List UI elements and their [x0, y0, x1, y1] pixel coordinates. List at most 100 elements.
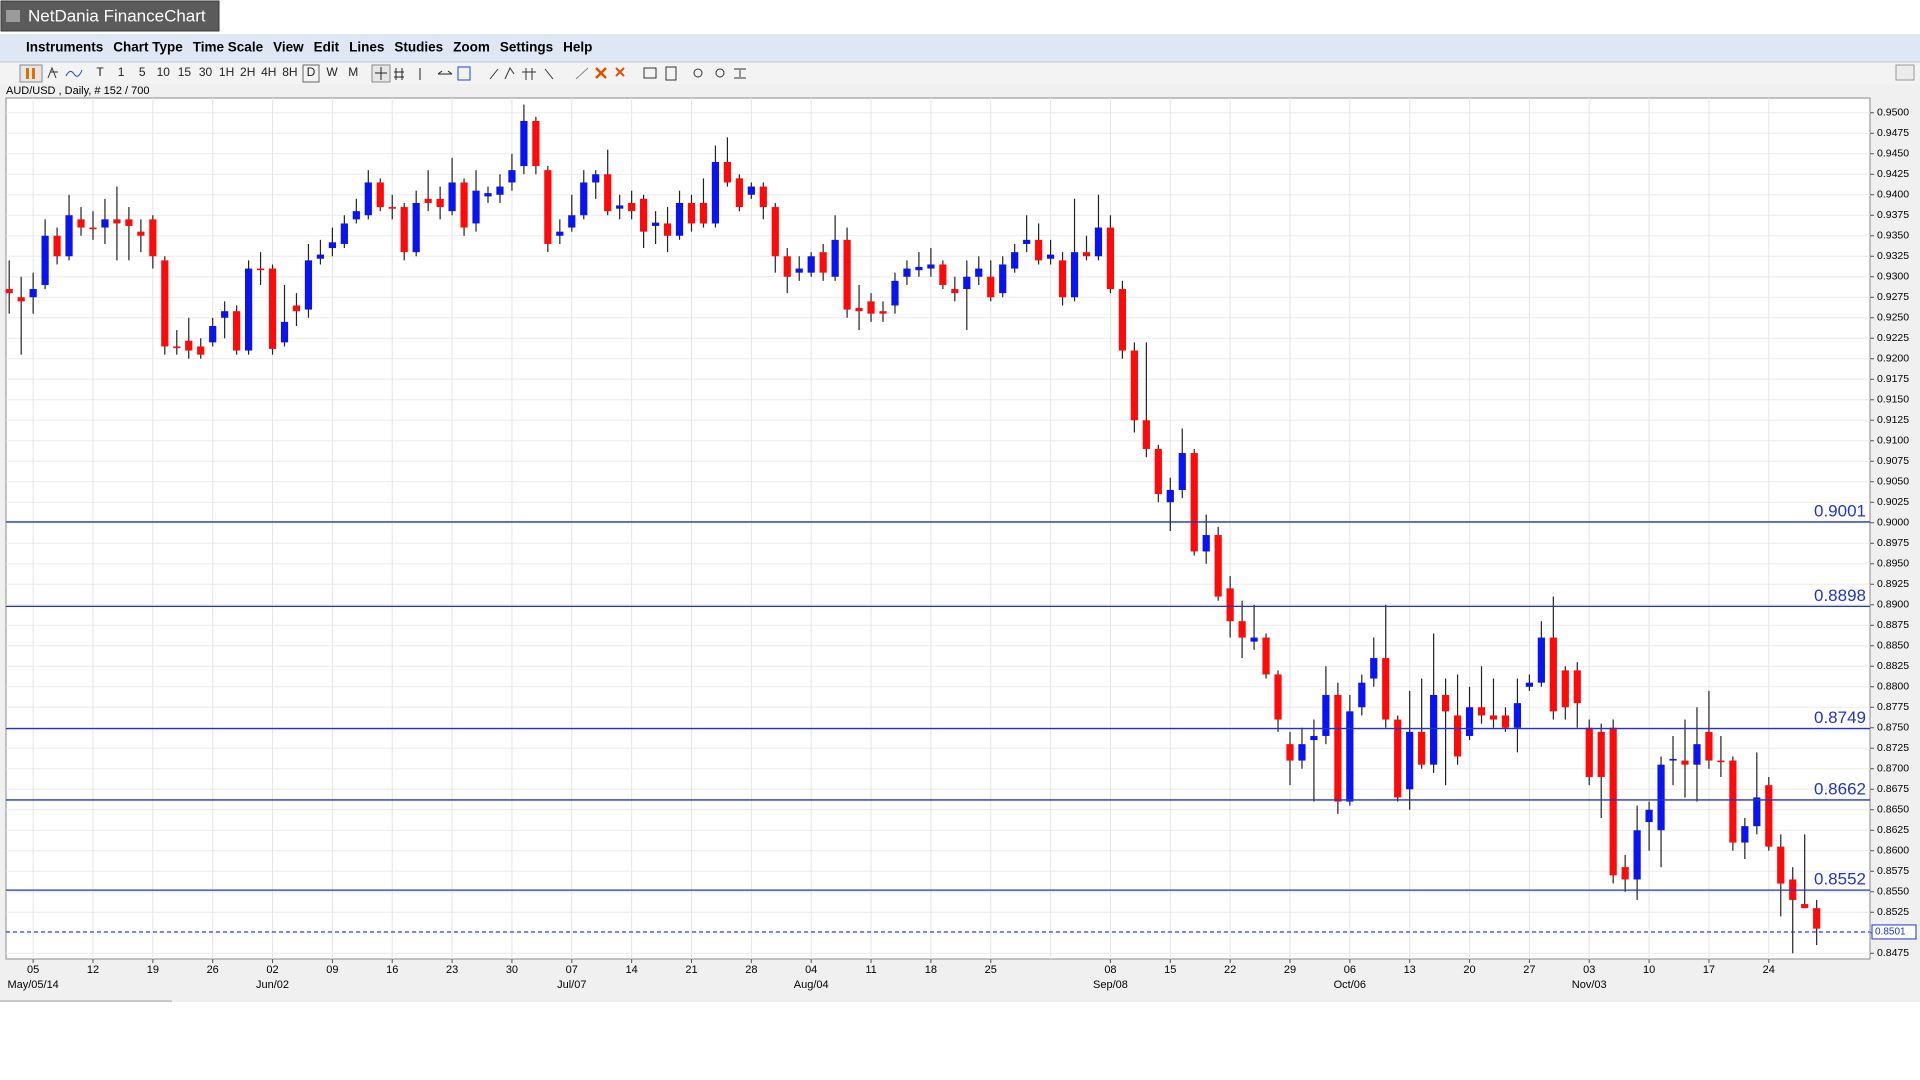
- tool-delete[interactable]: [595, 67, 607, 79]
- candle-body: [1442, 694, 1450, 712]
- menu-item[interactable]: Edit: [314, 40, 340, 55]
- candle-body: [376, 182, 384, 208]
- candle-body: [951, 289, 959, 294]
- candle-body: [496, 186, 504, 195]
- x-tick-label: 13: [1404, 964, 1416, 976]
- candle-body: [1633, 830, 1641, 880]
- tool-delete-all[interactable]: [615, 67, 625, 77]
- x-tick-label: 16: [386, 964, 398, 976]
- interval-button[interactable]: D: [307, 65, 316, 79]
- x-tick-label: 21: [685, 964, 697, 976]
- tool-draw[interactable]: [489, 66, 554, 80]
- tool-icon: [26, 68, 29, 79]
- x-tick-label: 19: [147, 964, 159, 976]
- candle-body: [508, 170, 516, 183]
- x-tick-label: 02: [266, 964, 278, 976]
- interval-button[interactable]: T: [96, 65, 104, 79]
- scrollbar[interactable]: [0, 1000, 172, 1002]
- candle-body: [1609, 727, 1617, 876]
- candle-body: [328, 242, 336, 249]
- tool-grid[interactable]: [394, 68, 404, 80]
- y-tick-label: 0.9075: [1877, 455, 1909, 467]
- candle-body: [1011, 252, 1019, 269]
- y-tick-label: 0.8475: [1877, 947, 1909, 959]
- y-tick-label: 0.8700: [1877, 763, 1909, 775]
- interval-button[interactable]: 8H: [282, 65, 297, 79]
- tool-bars[interactable]: [47, 66, 58, 79]
- candle-body: [532, 120, 540, 167]
- tool-trend[interactable]: [575, 67, 589, 80]
- candle-body: [1741, 826, 1749, 843]
- candle-body: [1178, 453, 1186, 490]
- candle-body: [735, 178, 743, 208]
- candle-body: [771, 207, 779, 257]
- candle-body: [1621, 867, 1629, 880]
- menu-item[interactable]: Chart Type: [113, 40, 183, 55]
- candle-body: [1023, 239, 1031, 244]
- menu-item[interactable]: Studies: [394, 40, 443, 55]
- x-tick-label: 05: [27, 964, 39, 976]
- candle-body: [1394, 719, 1402, 798]
- candle-body: [304, 260, 313, 310]
- candle-body: [963, 276, 971, 290]
- x-tick-label: 30: [506, 964, 518, 976]
- y-tick-label: 0.8875: [1877, 619, 1909, 631]
- tool-scroll[interactable]: [437, 70, 453, 75]
- tool-print[interactable]: [643, 67, 657, 79]
- y-tick-label: 0.9250: [1877, 312, 1909, 324]
- candle-body: [687, 202, 696, 224]
- interval-button[interactable]: 10: [157, 65, 171, 79]
- menu-item[interactable]: Time Scale: [193, 40, 264, 55]
- y-tick-label: 0.9475: [1877, 127, 1909, 139]
- interval-button[interactable]: 1H: [219, 65, 234, 79]
- tool-zoom-in[interactable]: [693, 68, 703, 78]
- candle-body: [699, 202, 708, 224]
- candle-body: [280, 321, 289, 343]
- x-tick-label: 15: [1164, 964, 1176, 976]
- candle-body: [1501, 715, 1510, 728]
- tool-settings[interactable]: [1895, 64, 1915, 81]
- interval-button[interactable]: 4H: [261, 65, 276, 79]
- candle-body: [388, 207, 396, 209]
- menu-item[interactable]: Instruments: [26, 40, 103, 55]
- candle-body: [1262, 637, 1270, 675]
- tool-icons: [371, 64, 746, 83]
- candle-body: [340, 223, 348, 244]
- candle-body: [1346, 711, 1354, 802]
- menu-item[interactable]: Help: [563, 40, 592, 55]
- menu-item[interactable]: Settings: [500, 40, 553, 55]
- interval-button[interactable]: M: [348, 65, 358, 79]
- candle-body: [1130, 350, 1138, 421]
- tool-preview[interactable]: [665, 66, 677, 81]
- candle-body: [1035, 239, 1043, 261]
- interval-button[interactable]: W: [326, 65, 338, 79]
- tool-volume[interactable]: [457, 66, 471, 81]
- tool-line[interactable]: [65, 69, 83, 77]
- interval-button[interactable]: 2H: [240, 65, 255, 79]
- interval-button[interactable]: 15: [178, 65, 192, 79]
- candle-body: [233, 311, 241, 351]
- candle-body: [592, 174, 600, 183]
- x-tick-label: 09: [326, 964, 338, 976]
- tool-fit[interactable]: [734, 68, 746, 79]
- tool-zoom-out[interactable]: [715, 68, 725, 78]
- interval-button[interactable]: 1: [118, 65, 125, 79]
- candle-body: [927, 264, 935, 269]
- y-tick-label: 0.9225: [1877, 332, 1909, 344]
- candle-body: [1549, 637, 1557, 712]
- menu-item[interactable]: Zoom: [453, 40, 490, 55]
- y-tick-label: 0.9500: [1877, 107, 1909, 119]
- menu-item[interactable]: Lines: [349, 40, 384, 55]
- menu-item[interactable]: View: [273, 40, 304, 55]
- chart: 0.84750.85000.85250.85500.85750.86000.86…: [5, 98, 1917, 991]
- candle-body: [975, 268, 983, 277]
- tool-candles[interactable]: [19, 64, 43, 83]
- interval-button[interactable]: 5: [139, 65, 146, 79]
- candle-body: [807, 256, 815, 273]
- candle-body: [17, 297, 25, 302]
- y-tick-label: 0.8800: [1877, 681, 1909, 693]
- candle-body: [268, 268, 277, 349]
- y-tick-label: 0.9300: [1877, 271, 1909, 283]
- interval-button[interactable]: 30: [199, 65, 213, 79]
- x-tick-label: 26: [207, 964, 219, 976]
